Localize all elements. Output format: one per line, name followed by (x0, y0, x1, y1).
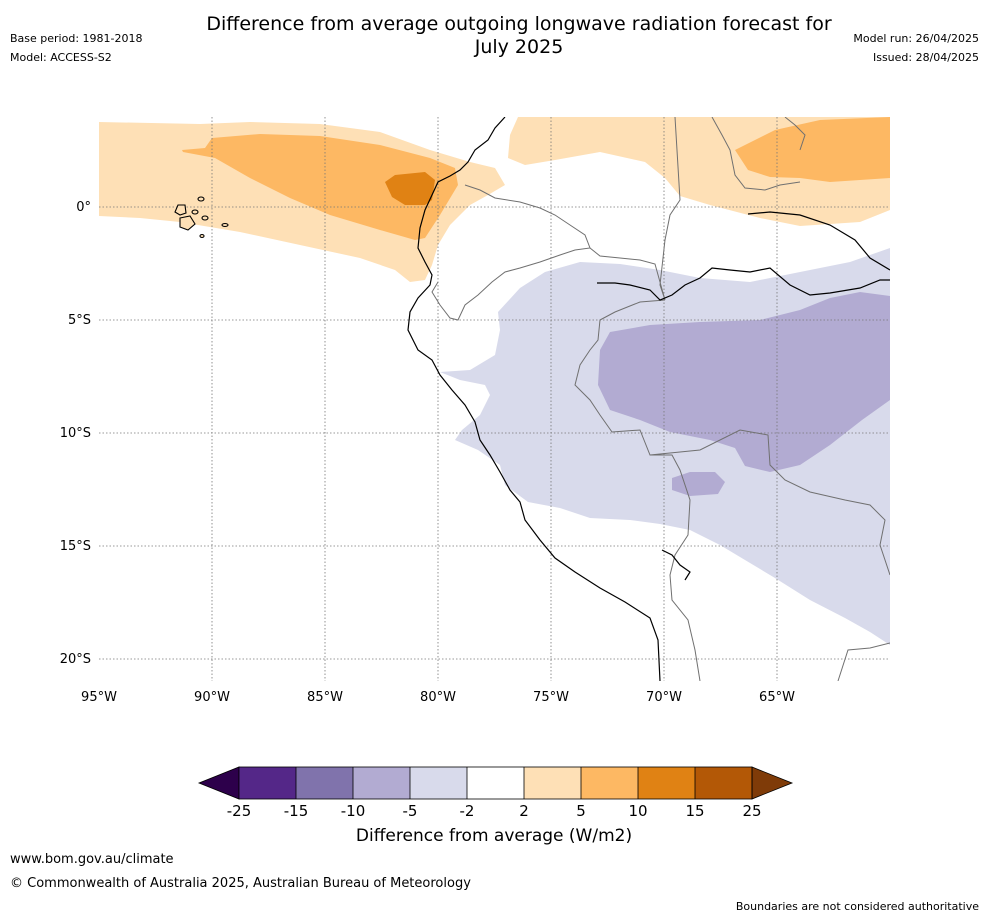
colorbar-bin (467, 767, 524, 799)
lat-label-0: 0° (76, 200, 91, 215)
lat-label-15s: 15°S (60, 539, 91, 554)
footer-disclaimer: Boundaries are not considered authoritat… (735, 900, 979, 913)
lon-label-65w: 65°W (759, 690, 795, 705)
base-period-text: Base period: 1981-2018 (10, 32, 143, 45)
issued-text: Issued: 28/04/2025 (872, 51, 979, 64)
colorbar-tick: -5 (403, 802, 418, 820)
anomaly-purple-amazon (598, 292, 890, 472)
lon-label-85w: 85°W (307, 690, 343, 705)
colorbar-bin (638, 767, 695, 799)
colorbar-bin (524, 767, 581, 799)
colorbar-bin (695, 767, 752, 799)
map-panel (99, 117, 890, 681)
lat-label-10s: 10°S (60, 426, 91, 441)
lon-label-90w: 90°W (194, 690, 230, 705)
latitude-labels: 0° 5°S 10°S 15°S 20°S (60, 200, 91, 667)
colorbar-bin (581, 767, 638, 799)
country-borders (431, 117, 890, 681)
colorbar-tick: -2 (460, 802, 475, 820)
colorbar-tick: -25 (227, 802, 252, 820)
anomaly-orange-northeast (735, 117, 890, 182)
lon-label-70w: 70°W (646, 690, 682, 705)
footer-copyright: © Commonwealth of Australia 2025, Austra… (10, 876, 471, 891)
galapagos-islands (174, 196, 229, 239)
colorbar-bin (296, 767, 353, 799)
lat-label-20s: 20°S (60, 652, 91, 667)
lon-label-95w: 95°W (81, 690, 117, 705)
meta-left: Base period: 1981-2018 Model: ACCESS-S2 (10, 32, 142, 65)
title-line-1: Difference from average outgoing longwav… (206, 13, 832, 35)
model-text: Model: ACCESS-S2 (10, 51, 112, 64)
longitude-labels: 95°W 90°W 85°W 80°W 75°W 70°W 65°W (81, 690, 795, 705)
colorbar-tick: -15 (284, 802, 309, 820)
colorbar: -25 -15 -10 -5 -2 2 5 10 15 25 (197, 766, 794, 820)
anomaly-purple-bolivia (672, 472, 725, 496)
colorbar-bin (239, 767, 296, 799)
colorbar-bin (410, 767, 467, 799)
colorbar-tick: 15 (685, 802, 704, 820)
lat-label-5s: 5°S (68, 313, 91, 328)
colorbar-tick: 25 (742, 802, 761, 820)
title-line-2: July 2025 (474, 36, 564, 58)
lon-label-75w: 75°W (533, 690, 569, 705)
colorbar-extend-high (751, 766, 794, 800)
colorbar-tick: 5 (576, 802, 586, 820)
colorbar-tick: 10 (628, 802, 647, 820)
page-title: Difference from average outgoing longwav… (150, 13, 888, 59)
lon-label-80w: 80°W (420, 690, 456, 705)
colorbar-extend-low (197, 766, 240, 800)
anomaly-dark-orange-pacific (385, 172, 435, 205)
colorbar-bin (353, 767, 410, 799)
anomaly-orange-pacific (182, 134, 458, 240)
colorbar-label: Difference from average (W/m2) (355, 826, 633, 846)
coastlines (407, 117, 890, 681)
model-run-text: Model run: 26/04/2025 (853, 32, 979, 45)
colorbar-tick: -10 (341, 802, 366, 820)
meta-right: Model run: 26/04/2025 Issued: 28/04/2025 (853, 32, 979, 65)
footer-url-link[interactable]: www.bom.gov.au/climate (10, 852, 174, 867)
colorbar-tick: 2 (519, 802, 529, 820)
